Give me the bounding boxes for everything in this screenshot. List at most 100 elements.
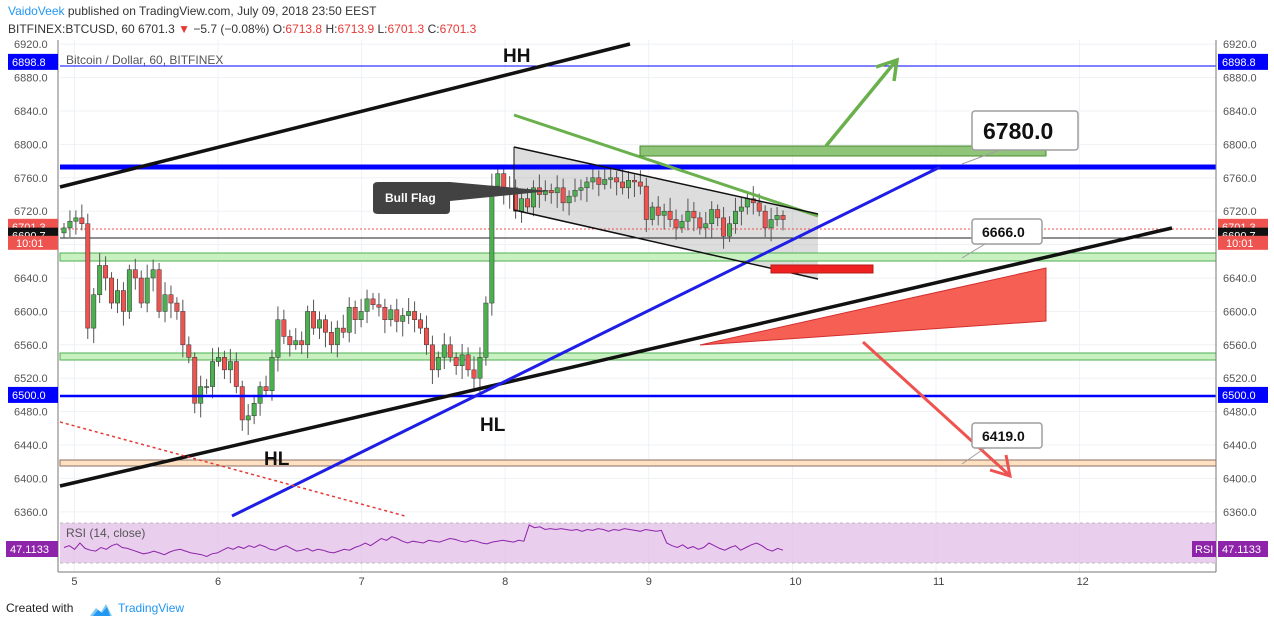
candle-body bbox=[424, 327, 429, 346]
price-tick-right: 6480.0 bbox=[1223, 407, 1257, 419]
candle-body bbox=[429, 344, 435, 371]
price-chart[interactable]: RSI (14, close) 47.1133 RSI 47.1133 6360… bbox=[0, 40, 1274, 596]
candle-body bbox=[97, 265, 103, 295]
callout-6419-pointer bbox=[961, 447, 986, 465]
candle-body bbox=[263, 386, 269, 391]
price-tick-left: 6720.0 bbox=[14, 206, 48, 218]
candle-body bbox=[465, 354, 471, 371]
price-tick-right: 6560.0 bbox=[1223, 340, 1257, 352]
candle-body bbox=[180, 311, 186, 346]
candle-body bbox=[709, 209, 715, 224]
candle-body bbox=[685, 210, 691, 222]
price-tick-left: 6560.0 bbox=[14, 340, 48, 352]
candle-body bbox=[572, 190, 578, 197]
price-tick-left: 6640.0 bbox=[14, 273, 48, 285]
time-tick: 5 bbox=[71, 576, 77, 588]
candle-body bbox=[471, 369, 477, 379]
candle-body bbox=[317, 319, 322, 329]
rsi-right-value: 47.1133 bbox=[1222, 544, 1261, 556]
candle-body bbox=[626, 180, 631, 189]
candle-body bbox=[115, 290, 120, 304]
candle-body bbox=[79, 217, 85, 224]
zone-6419 bbox=[59, 459, 1217, 467]
chart-header: VaidoVeek published on TradingView.com, … bbox=[0, 0, 1274, 40]
candle-body bbox=[293, 340, 299, 346]
candle-body bbox=[269, 357, 275, 391]
candle-body bbox=[281, 319, 287, 337]
callout-6666-box bbox=[971, 218, 1043, 245]
candle-body bbox=[691, 210, 697, 219]
candle-body bbox=[91, 294, 97, 329]
ohlc-line: BITFINEX:BTCUSD, 60 6701.3 ▼ −5.7 (−0.08… bbox=[8, 22, 476, 36]
price-tick-right: 6800.0 bbox=[1223, 139, 1257, 151]
price-tag-left-label: 6500.0 bbox=[12, 390, 46, 402]
price-tag-right bbox=[1218, 53, 1268, 70]
red-support-box bbox=[770, 264, 874, 274]
price-tag-left bbox=[8, 53, 58, 70]
price-tick-left: 6400.0 bbox=[14, 473, 48, 485]
last-price: 6701.3 bbox=[138, 22, 175, 36]
price-tag-left bbox=[8, 386, 58, 403]
author-link[interactable]: VaidoVeek bbox=[8, 4, 65, 18]
tradingview-logo-icon[interactable] bbox=[88, 600, 114, 620]
price-tag-right-label: 6898.8 bbox=[1222, 57, 1256, 69]
price-tick-right: 6600.0 bbox=[1223, 306, 1257, 318]
price-tick-left: 6600.0 bbox=[14, 306, 48, 318]
price-tag-right-label: 6500.0 bbox=[1222, 390, 1256, 402]
candle-body bbox=[738, 206, 744, 212]
zone-6545 bbox=[59, 352, 1217, 361]
candle-body bbox=[530, 187, 536, 208]
callout-6780-box bbox=[971, 110, 1079, 151]
callout-6419[interactable]: 6419.0 bbox=[961, 422, 1043, 465]
bull-flag-callout-bubble bbox=[373, 182, 550, 214]
candle-body bbox=[109, 277, 114, 304]
candle-body bbox=[346, 306, 352, 333]
candle-body bbox=[221, 357, 227, 371]
upper-trendline-hh bbox=[59, 42, 631, 189]
time-tick: 11 bbox=[933, 576, 944, 588]
time-tick: 7 bbox=[359, 576, 365, 588]
candle-body bbox=[364, 298, 370, 312]
candle-body bbox=[774, 215, 780, 220]
green-arrow-shaft bbox=[824, 60, 897, 148]
candle-body bbox=[655, 206, 661, 216]
time-axis[interactable]: 5 6 7 8 9 10 11 12 bbox=[71, 576, 1088, 588]
candle-body bbox=[245, 415, 251, 421]
red-dotted-trendline bbox=[59, 421, 406, 517]
candle-body bbox=[239, 386, 245, 421]
candle-body bbox=[192, 357, 198, 404]
price-tick-right: 6840.0 bbox=[1223, 106, 1257, 118]
time-tick: 10 bbox=[789, 576, 801, 588]
candle-body bbox=[483, 302, 489, 358]
red-arrow-head-icon bbox=[989, 454, 1012, 479]
price-tick-right: 6760.0 bbox=[1223, 173, 1257, 185]
price-tick-right: 6440.0 bbox=[1223, 440, 1257, 452]
candle-body bbox=[358, 311, 364, 321]
candle-body bbox=[85, 223, 91, 329]
tradingview-brand-link[interactable]: TradingView bbox=[118, 601, 185, 615]
price-tag-right bbox=[1218, 386, 1268, 403]
price-tick-left: 6800.0 bbox=[14, 139, 48, 151]
candle-body bbox=[334, 327, 340, 346]
price-tick-right: 6400.0 bbox=[1223, 473, 1257, 485]
callout-6666[interactable]: 6666.0 bbox=[961, 218, 1043, 259]
bull-flag-callout[interactable]: Bull Flag bbox=[373, 182, 550, 214]
candle-body bbox=[620, 181, 626, 189]
rsi-left-value: 47.1133 bbox=[10, 544, 49, 556]
rsi-label: RSI (14, close) bbox=[66, 526, 145, 540]
symbol-label: BITFINEX:BTCUSD, 60 bbox=[8, 22, 135, 36]
candle-body bbox=[227, 361, 233, 371]
rsi-line bbox=[63, 524, 784, 558]
candle-body bbox=[661, 210, 667, 216]
price-tick-right: 6640.0 bbox=[1223, 273, 1257, 285]
rsi-pane[interactable]: RSI (14, close) 47.1133 RSI 47.1133 bbox=[6, 522, 1268, 564]
candle-body bbox=[412, 311, 418, 321]
chart-footer: Created with TradingView bbox=[0, 598, 1274, 626]
candle-body bbox=[495, 173, 501, 187]
callout-6780[interactable]: 6780.0 bbox=[961, 110, 1079, 165]
candle-body bbox=[548, 190, 554, 194]
countdown-tag-right bbox=[1218, 235, 1268, 250]
flag-channel-top bbox=[513, 146, 819, 215]
down-arrow-icon: ▼ bbox=[178, 22, 190, 36]
change-value: −5.7 (−0.08%) bbox=[193, 22, 270, 36]
